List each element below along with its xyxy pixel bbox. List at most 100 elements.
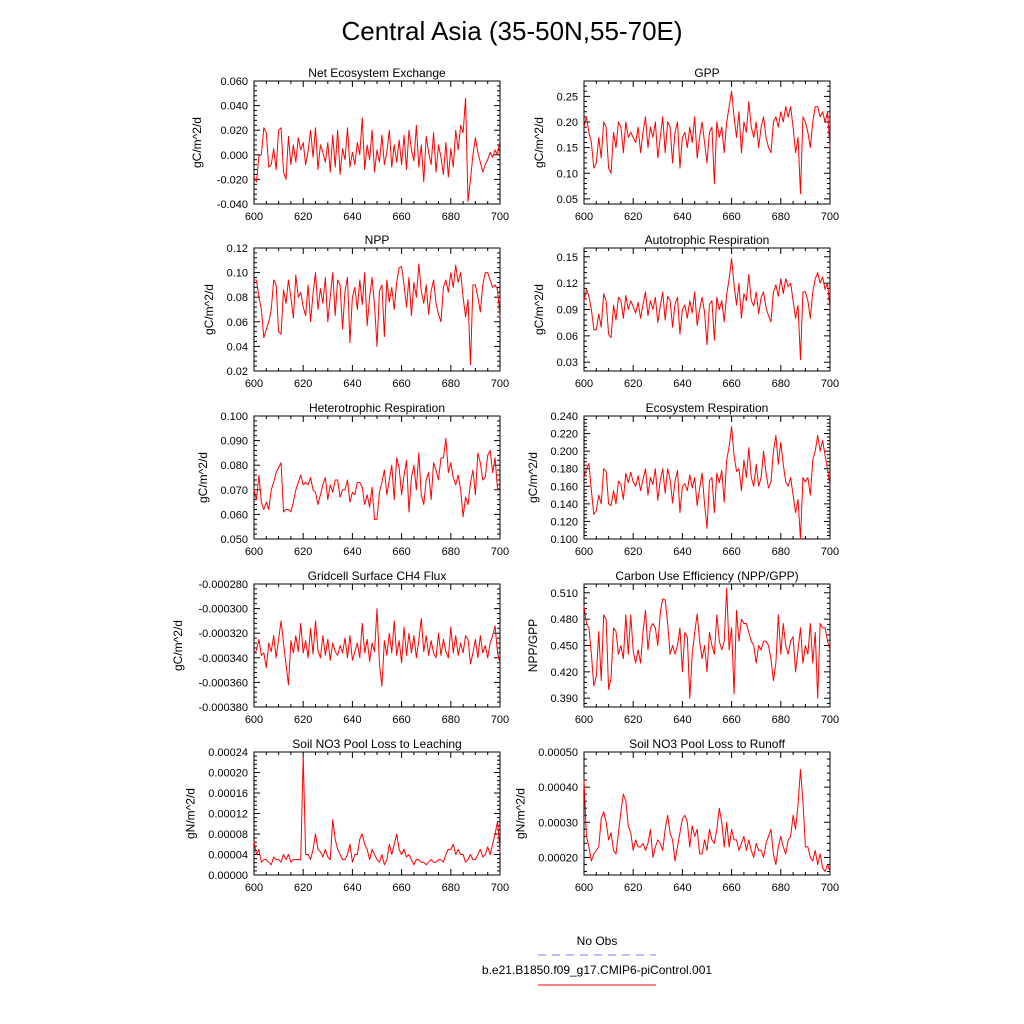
- panel-title: Soil NO3 Pool Loss to Runoff: [629, 737, 786, 751]
- y-tick-label: 0.080: [220, 460, 248, 472]
- x-tick-label: 620: [294, 882, 312, 894]
- x-tick-label: 680: [772, 714, 790, 726]
- x-tick-label: 680: [442, 378, 460, 390]
- plot-frame: [253, 247, 501, 372]
- x-tick-label: 700: [491, 211, 509, 223]
- y-tick-label: 0.20: [557, 117, 578, 129]
- y-tick-label: 0.140: [550, 499, 578, 511]
- series-line: [583, 769, 831, 872]
- y-axis-label: NPP/GPP: [526, 619, 540, 672]
- y-axis-label: gC/m^2/d: [202, 284, 216, 335]
- x-tick-label: 660: [722, 546, 740, 558]
- y-tick-label: 0.10: [557, 168, 578, 180]
- plot-frame: [583, 247, 831, 372]
- y-tick-label: 0.04: [227, 341, 248, 353]
- panel-title: Ecosystem Respiration: [646, 401, 769, 415]
- y-tick-label: 0.00040: [538, 782, 578, 794]
- y-tick-label: -0.020: [217, 174, 248, 186]
- x-tick-label: 600: [575, 378, 593, 390]
- x-tick-label: 600: [575, 714, 593, 726]
- x-tick-label: 640: [673, 378, 691, 390]
- x-tick-label: 640: [343, 882, 361, 894]
- y-tick-label: 0.00030: [538, 817, 578, 829]
- y-tick-label: 0.00020: [208, 768, 248, 780]
- x-tick-label: 700: [491, 378, 509, 390]
- panel-title: Gridcell Surface CH4 Flux: [308, 569, 447, 583]
- x-tick-label: 660: [392, 211, 410, 223]
- y-tick-label: 0.00004: [208, 850, 248, 862]
- y-tick-label: 0.070: [220, 485, 248, 497]
- x-tick-label: 640: [343, 211, 361, 223]
- x-tick-label: 680: [772, 211, 790, 223]
- y-tick-label: 0.05: [557, 194, 578, 206]
- x-tick-label: 640: [343, 546, 361, 558]
- x-tick-label: 600: [245, 378, 263, 390]
- x-tick-label: 620: [624, 211, 642, 223]
- y-tick-label: 0.060: [220, 509, 248, 521]
- x-tick-label: 660: [722, 882, 740, 894]
- series-line: [583, 587, 831, 699]
- x-tick-label: 660: [722, 378, 740, 390]
- x-tick-label: 680: [772, 882, 790, 894]
- y-tick-label: 0.060: [220, 76, 248, 88]
- x-tick-label: 660: [392, 882, 410, 894]
- y-tick-label: 0.180: [550, 464, 578, 476]
- x-tick-label: 700: [491, 546, 509, 558]
- x-tick-label: 700: [821, 546, 839, 558]
- y-tick-label: 0.040: [220, 101, 248, 113]
- y-tick-label: 0.050: [220, 534, 248, 546]
- series-line: [583, 258, 831, 361]
- series-line: [254, 263, 501, 366]
- x-tick-label: 660: [392, 378, 410, 390]
- y-tick-label: -0.000320: [198, 628, 248, 640]
- y-axis-label: gC/m^2/d: [171, 620, 185, 671]
- x-tick-label: 600: [575, 546, 593, 558]
- x-tick-label: 600: [245, 546, 263, 558]
- y-tick-label: 0.510: [550, 588, 578, 600]
- series-line: [253, 608, 501, 687]
- y-tick-label: 0.420: [550, 667, 578, 679]
- y-tick-label: 0.00020: [538, 852, 578, 864]
- y-axis-label: gC/m^2/d: [196, 452, 210, 503]
- y-tick-label: 0.200: [550, 446, 578, 458]
- panel-3: Autotrophic Respiration 600 620 640 660 680 70…: [532, 233, 839, 390]
- panel-6: Gridcell Surface CH4 Flux 600 620 640 660 680…: [171, 569, 509, 726]
- panel-5: Ecosystem Respiration 600 620 640 660 680 700 0…: [526, 401, 839, 558]
- y-tick-label: -0.000340: [198, 653, 248, 665]
- series-line: [583, 90, 831, 195]
- panel-title: Net Ecosystem Exchange: [308, 66, 446, 80]
- y-tick-label: -0.000380: [198, 702, 248, 714]
- y-tick-label: 0.090: [220, 436, 248, 448]
- y-tick-label: 0.25: [557, 91, 578, 103]
- y-tick-label: 0.020: [220, 125, 248, 137]
- legend-label-no-obs: No Obs: [577, 934, 618, 948]
- y-tick-label: 0.160: [550, 481, 578, 493]
- panel-9: Soil NO3 Pool Loss to Runoff 600 620 640 660…: [514, 737, 840, 894]
- x-tick-label: 620: [624, 378, 642, 390]
- panel-title: Heterotrophic Respiration: [309, 401, 445, 415]
- x-tick-label: 700: [491, 882, 509, 894]
- y-axis-label: gN/m^2/d: [514, 788, 528, 839]
- y-axis-label: gN/m^2/d: [184, 788, 198, 839]
- panel-4: Heterotrophic Respiration 600 620 640 660 680…: [196, 401, 509, 558]
- x-tick-label: 680: [442, 882, 460, 894]
- y-tick-label: 0.00024: [208, 747, 248, 759]
- y-tick-label: 0.12: [227, 243, 248, 255]
- y-tick-label: 0.02: [227, 366, 248, 378]
- y-tick-label: 0.390: [550, 693, 578, 705]
- panel-0: Net Ecosystem Exchange 600 620 640 660 680 700…: [190, 66, 509, 223]
- x-tick-label: 680: [442, 714, 460, 726]
- y-tick-label: 0.000: [220, 150, 248, 162]
- x-tick-label: 680: [772, 546, 790, 558]
- y-tick-label: 0.480: [550, 614, 578, 626]
- y-tick-label: -0.000360: [198, 677, 248, 689]
- y-tick-label: 0.100: [550, 534, 578, 546]
- plot-frame: [583, 80, 831, 205]
- x-tick-label: 620: [624, 882, 642, 894]
- y-axis-label: gC/m^2/d: [526, 452, 540, 503]
- y-tick-label: 0.00000: [208, 870, 248, 882]
- y-tick-label: 0.08: [227, 292, 248, 304]
- x-tick-label: 660: [722, 714, 740, 726]
- x-tick-label: 700: [821, 378, 839, 390]
- x-tick-label: 640: [343, 378, 361, 390]
